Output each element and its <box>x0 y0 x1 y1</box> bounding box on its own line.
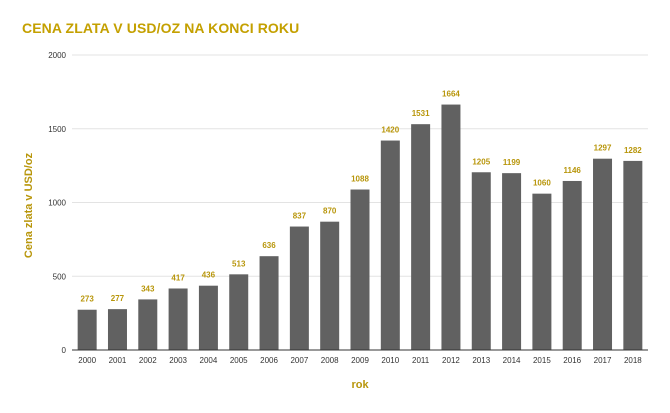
data-label: 1531 <box>412 109 430 118</box>
data-label: 636 <box>262 241 276 250</box>
bar <box>107 309 127 350</box>
data-label: 1420 <box>381 126 399 135</box>
x-tick-label: 2013 <box>472 356 490 365</box>
x-tick-label: 2012 <box>442 356 460 365</box>
bar <box>259 256 279 350</box>
y-tick-label: 2000 <box>48 51 66 60</box>
bar <box>77 309 97 350</box>
bar <box>289 226 309 350</box>
y-axis-ticks: 0 500 1000 1500 2000 <box>48 51 66 355</box>
bar <box>562 180 582 350</box>
x-tick-label: 2003 <box>169 356 187 365</box>
bar <box>138 299 158 350</box>
data-label: 1088 <box>351 175 369 184</box>
data-label: 1282 <box>624 146 642 155</box>
x-tick-label: 2008 <box>321 356 339 365</box>
data-label: 436 <box>202 271 216 280</box>
x-axis-label: rok <box>351 379 369 391</box>
y-axis-label: Cena zlata v USD/oz <box>23 152 35 258</box>
data-label: 273 <box>80 295 94 304</box>
bar <box>623 160 643 350</box>
bar <box>471 172 491 350</box>
y-tick-label: 1000 <box>48 199 66 208</box>
bar <box>198 285 218 350</box>
data-label: 1297 <box>594 144 612 153</box>
data-label: 837 <box>293 212 307 221</box>
data-label: 1664 <box>442 90 460 99</box>
x-tick-label: 2000 <box>78 356 96 365</box>
data-label: 417 <box>171 273 185 282</box>
y-tick-label: 0 <box>62 346 67 355</box>
x-axis-ticks: 2000 2001 2002 2003 2004 2005 2006 2007 2008 2009… <box>78 356 642 365</box>
x-tick-label: 2004 <box>200 356 218 365</box>
bar <box>229 274 249 350</box>
data-label: 1060 <box>533 179 551 188</box>
x-tick-label: 2016 <box>563 356 581 365</box>
bar <box>593 158 613 350</box>
bar <box>320 221 340 350</box>
data-label: 343 <box>141 284 155 293</box>
data-label: 870 <box>323 207 337 216</box>
x-tick-label: 2005 <box>230 356 248 365</box>
data-label: 1205 <box>472 157 490 166</box>
bar <box>502 173 522 350</box>
y-tick-label: 1500 <box>48 125 66 134</box>
x-tick-label: 2017 <box>594 356 612 365</box>
data-label: 277 <box>111 294 125 303</box>
data-label: 1146 <box>564 166 582 175</box>
bar <box>532 193 552 350</box>
data-labels: 273 277 343 417 436 513 636 837 870 1088 1420 1531 1… <box>80 90 642 304</box>
x-tick-label: 2007 <box>290 356 308 365</box>
data-label: 513 <box>232 259 246 268</box>
bar <box>350 189 370 350</box>
x-tick-label: 2015 <box>533 356 551 365</box>
bar <box>380 140 400 350</box>
x-tick-label: 2006 <box>260 356 278 365</box>
x-tick-label: 2018 <box>624 356 642 365</box>
chart-title: CENA ZLATA V USD/OZ NA KONCI ROKU <box>22 20 300 36</box>
bar <box>441 104 461 350</box>
bar <box>411 124 431 351</box>
x-tick-label: 2001 <box>109 356 127 365</box>
x-tick-label: 2011 <box>412 356 430 365</box>
data-label: 1199 <box>503 158 521 167</box>
x-tick-label: 2010 <box>381 356 399 365</box>
y-tick-label: 500 <box>53 272 67 281</box>
bar <box>168 288 188 350</box>
bars <box>77 104 643 351</box>
x-tick-label: 2002 <box>139 356 157 365</box>
x-tick-label: 2014 <box>503 356 521 365</box>
x-tick-label: 2009 <box>351 356 369 365</box>
